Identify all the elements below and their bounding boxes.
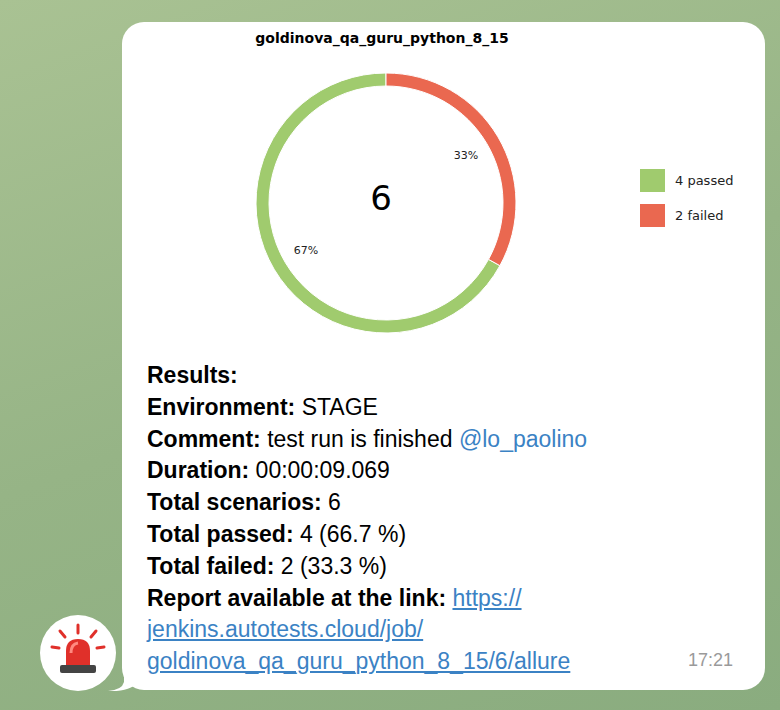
html-text:Report available at the link:: Report available at the link: https://: [147, 584, 522, 611]
html-text:goldinova_qa_guru_python_8_15: goldinova_qa_guru_python_8_15: [255, 30, 509, 46]
svg-text:33%: 33%: [454, 149, 478, 162]
html-text:4 passed: 4 passed: [675, 172, 734, 188]
html-text:jenkins.autotests.cloud/job/: jenkins.autotests.cloud/job/: [147, 616, 424, 643]
html-text:Total passed: 4 (66.7 %): Total passed: 4 (66.7 %): [147, 521, 406, 547]
html-text:Total scenarios: 6: Total scenarios: 6: [147, 489, 341, 516]
html-text:Results:: Results:: [147, 362, 238, 388]
html-text:goldinova_qa_guru_python_8_15/: goldinova_qa_guru_python_8_15/6/allure: [147, 648, 571, 675]
html-text:Environment: STAGE: Environment: STAGE: [147, 393, 378, 420]
svg-text:67%: 67%: [294, 244, 318, 257]
html-text:Comment: test run is finished: Comment: test run is finished @lo_paolin…: [147, 425, 588, 452]
html-text:6: 6: [370, 178, 392, 218]
html-text:17:21: 17:21: [688, 650, 733, 670]
html-text:Total failed: 2 (33.3 %): Total failed: 2 (33.3 %): [147, 552, 387, 579]
html-text:2 failed: 2 failed: [675, 207, 724, 223]
html-text:Duration: 00:00:09.069: Duration: 00:00:09.069: [147, 457, 390, 484]
